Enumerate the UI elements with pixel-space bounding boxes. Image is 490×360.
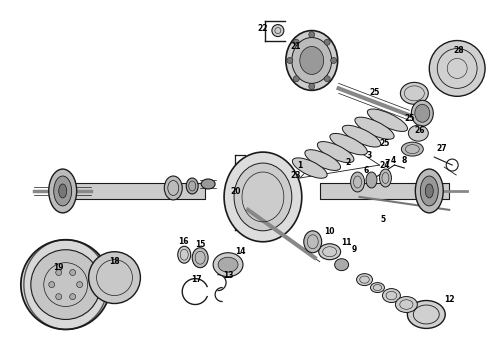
Circle shape (56, 294, 62, 300)
Circle shape (429, 41, 485, 96)
Ellipse shape (213, 253, 243, 276)
Ellipse shape (234, 163, 292, 231)
Ellipse shape (318, 244, 341, 260)
Ellipse shape (343, 125, 381, 147)
Ellipse shape (186, 178, 198, 194)
Ellipse shape (59, 184, 67, 198)
Ellipse shape (335, 259, 348, 271)
Text: 2: 2 (345, 158, 350, 167)
Circle shape (89, 252, 141, 303)
Text: 14: 14 (235, 247, 245, 256)
Text: 25: 25 (369, 88, 380, 97)
Ellipse shape (355, 117, 394, 139)
Ellipse shape (305, 150, 341, 170)
Text: 17: 17 (191, 275, 201, 284)
Text: 25: 25 (404, 114, 415, 123)
Ellipse shape (420, 176, 438, 206)
Circle shape (293, 39, 299, 45)
Text: 8: 8 (402, 156, 407, 165)
Circle shape (331, 58, 337, 63)
Text: 4: 4 (391, 156, 396, 165)
Circle shape (56, 270, 62, 275)
Text: 3: 3 (367, 150, 372, 159)
Ellipse shape (412, 100, 433, 126)
Ellipse shape (164, 176, 182, 200)
Ellipse shape (318, 141, 354, 163)
Text: 23: 23 (291, 171, 301, 180)
Text: 18: 18 (109, 257, 120, 266)
Ellipse shape (408, 125, 428, 141)
Ellipse shape (407, 301, 445, 328)
Ellipse shape (416, 169, 443, 213)
Text: 12: 12 (444, 295, 454, 304)
Circle shape (49, 282, 55, 288)
Ellipse shape (425, 184, 433, 198)
Circle shape (293, 76, 299, 82)
Ellipse shape (49, 169, 76, 213)
Circle shape (309, 84, 315, 89)
Bar (56, 183, 205, 199)
Ellipse shape (178, 246, 191, 263)
Ellipse shape (383, 289, 400, 302)
Ellipse shape (286, 31, 338, 90)
Circle shape (324, 39, 330, 45)
Text: 15: 15 (195, 240, 205, 249)
Text: 1: 1 (297, 161, 302, 170)
Circle shape (70, 270, 75, 275)
Text: 27: 27 (436, 144, 446, 153)
Text: 19: 19 (53, 263, 64, 272)
Text: 20: 20 (231, 188, 241, 197)
Circle shape (31, 250, 100, 319)
Text: 13: 13 (223, 271, 233, 280)
Text: 5: 5 (381, 215, 386, 224)
Ellipse shape (304, 231, 322, 253)
Ellipse shape (350, 172, 365, 192)
Ellipse shape (54, 176, 72, 206)
Text: 16: 16 (178, 237, 189, 246)
Ellipse shape (395, 297, 417, 312)
Ellipse shape (330, 134, 368, 155)
Text: 11: 11 (342, 238, 352, 247)
Text: 22: 22 (258, 24, 268, 33)
Ellipse shape (293, 158, 327, 178)
Circle shape (324, 76, 330, 82)
Circle shape (21, 240, 111, 329)
Circle shape (287, 58, 293, 63)
Ellipse shape (379, 169, 392, 187)
Text: 7: 7 (385, 158, 390, 167)
Text: 25: 25 (379, 139, 390, 148)
Ellipse shape (415, 104, 430, 122)
Ellipse shape (224, 152, 302, 242)
Ellipse shape (370, 283, 385, 293)
Text: 10: 10 (324, 227, 335, 236)
Ellipse shape (357, 274, 372, 285)
Ellipse shape (218, 257, 238, 272)
Text: 21: 21 (291, 42, 301, 51)
Bar (319, 183, 449, 199)
Ellipse shape (300, 46, 324, 75)
Text: 24: 24 (379, 161, 390, 170)
Circle shape (70, 294, 75, 300)
Circle shape (309, 32, 315, 37)
Ellipse shape (366, 172, 377, 188)
Text: 28: 28 (454, 46, 465, 55)
Circle shape (76, 282, 83, 288)
Ellipse shape (192, 248, 208, 268)
Circle shape (272, 24, 284, 37)
Ellipse shape (292, 37, 332, 84)
Ellipse shape (400, 82, 428, 104)
Ellipse shape (368, 109, 408, 131)
Ellipse shape (401, 142, 423, 156)
Text: 26: 26 (414, 126, 424, 135)
Ellipse shape (201, 179, 215, 189)
Text: 9: 9 (352, 245, 357, 254)
Text: 6: 6 (364, 166, 369, 175)
